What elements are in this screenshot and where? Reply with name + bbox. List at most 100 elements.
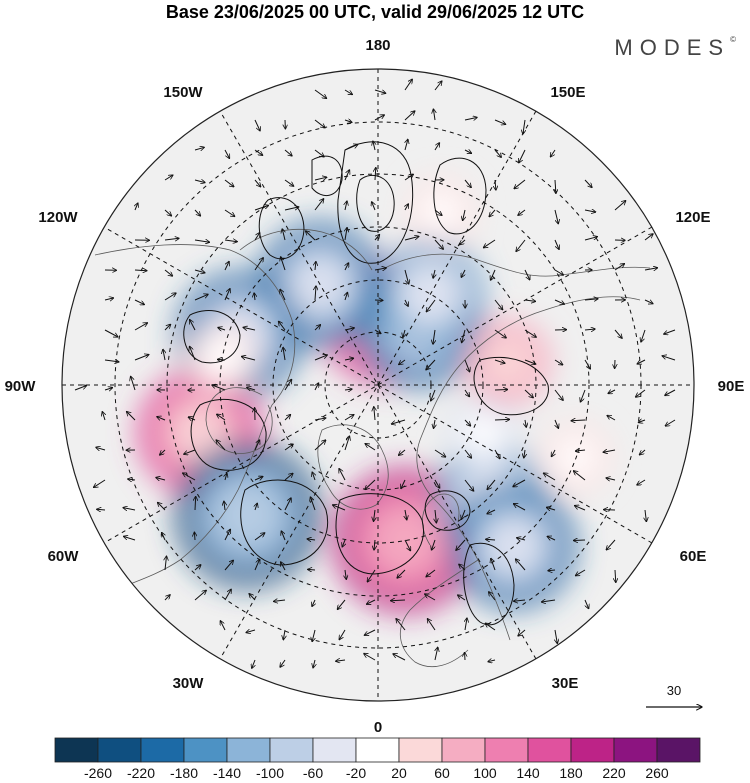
- wind-arrow: [644, 234, 653, 241]
- wind-arrow: [313, 659, 315, 668]
- wind-arrow: [614, 201, 626, 211]
- wind-arrow: [339, 469, 346, 481]
- wind-arrow: [393, 654, 406, 661]
- wind-arrow: [224, 209, 235, 217]
- wind-arrow: [519, 149, 526, 163]
- wind-arrow: [584, 237, 597, 241]
- wind-arrow: [165, 556, 167, 571]
- wind-arrow: [310, 497, 316, 511]
- wind-arrow: [314, 418, 326, 420]
- wind-arrow: [608, 390, 616, 394]
- wind-arrow: [554, 239, 559, 250]
- wind-arrow: [554, 389, 563, 400]
- wind-arrow: [391, 600, 406, 601]
- wind-arrow: [541, 600, 556, 602]
- wind-arrow: [134, 323, 148, 331]
- wind-arrow: [164, 175, 173, 181]
- wind-reference: 30: [646, 683, 702, 707]
- wind-arrow: [314, 119, 325, 128]
- wind-arrow: [364, 654, 376, 661]
- wind-arrow: [249, 594, 256, 601]
- wind-arrow: [164, 324, 171, 331]
- colorbar-swatch-12: [570, 737, 615, 763]
- wind-arrow: [123, 508, 136, 510]
- wind-arrow: [284, 149, 292, 156]
- wind-arrow: [314, 177, 327, 180]
- colorbar-tick-label: -140: [213, 765, 241, 781]
- wind-arrow: [94, 479, 106, 487]
- colorbar-swatch-8: [398, 737, 443, 763]
- wind-arrow: [374, 268, 386, 270]
- wind-arrow: [281, 562, 286, 571]
- wind-arrow: [284, 207, 299, 211]
- lon-label-90w: 90W: [5, 378, 37, 395]
- wind-arrow: [665, 389, 676, 396]
- wind-arrow: [525, 419, 526, 427]
- wind-arrow: [546, 507, 556, 510]
- wind-arrow: [374, 509, 376, 521]
- colorbar-swatch-2: [140, 737, 185, 763]
- wind-arrow: [584, 299, 598, 300]
- wind-arrow: [487, 479, 496, 490]
- wind-arrow: [104, 360, 119, 362]
- wind-arrow: [284, 498, 291, 511]
- wind-arrow: [225, 473, 227, 481]
- wind-arrow: [573, 540, 586, 541]
- wind-arrow: [314, 355, 327, 361]
- wind-arrow: [365, 444, 376, 451]
- wind-arrow: [336, 660, 346, 661]
- meridian-120e-60w: [103, 226, 653, 544]
- wind-arrow: [614, 264, 625, 271]
- wind-arrow: [464, 419, 471, 426]
- wind-arrow: [345, 201, 347, 211]
- wind-arrow: [434, 419, 436, 428]
- wind-arrow: [156, 478, 166, 481]
- wind-arrow: [128, 479, 136, 480]
- wind-arrow: [584, 329, 595, 330]
- wind-arrow: [606, 478, 616, 480]
- meridian-60e-120w: [103, 226, 653, 544]
- wind-arrow: [375, 168, 376, 181]
- wind-arrow: [314, 89, 327, 98]
- wind-arrow: [254, 440, 260, 451]
- anomaly-layer: [137, 177, 611, 613]
- wind-arrow: [426, 299, 436, 312]
- wind-arrow: [465, 652, 466, 661]
- wind-arrow: [489, 592, 496, 601]
- wind-arrow: [254, 149, 263, 155]
- wind-arrow: [554, 209, 558, 224]
- wind-arrow: [606, 539, 616, 550]
- wind-arrow: [662, 356, 676, 361]
- wind-arrow: [284, 179, 294, 186]
- wind-arrow: [374, 234, 380, 241]
- wind-arrow: [405, 299, 408, 306]
- wind-arrow: [426, 359, 436, 370]
- wind-arrow: [280, 659, 286, 667]
- wind-arrow: [434, 209, 442, 215]
- lon-label-90e: 90E: [718, 378, 745, 395]
- coastline-europe: [399, 559, 479, 667]
- colorbar-swatch-13: [613, 737, 658, 763]
- wind-arrow: [548, 570, 556, 571]
- wind-arrow: [194, 147, 204, 150]
- anomaly-blob-14-2: [416, 187, 466, 237]
- wind-arrow: [555, 629, 557, 644]
- lon-label-120e: 120E: [675, 209, 710, 226]
- wind-arrow: [254, 233, 260, 241]
- wind-arrow: [195, 496, 196, 511]
- wind-arrow: [194, 294, 208, 301]
- meridian-150e-30w: [219, 110, 537, 660]
- wind-arrow: [404, 174, 413, 181]
- wind-arrow: [184, 449, 196, 454]
- lon-label-30w: 30W: [173, 675, 205, 692]
- wind-arrow: [314, 440, 326, 451]
- wind-arrow: [284, 415, 291, 421]
- wind-arrow: [164, 209, 172, 216]
- colorbar-tick-label: 20: [391, 765, 407, 781]
- colorbar-tick-label: 140: [516, 765, 540, 781]
- wind-arrow: [434, 81, 442, 91]
- wind-arrow: [571, 420, 586, 421]
- wind-arrow: [274, 600, 286, 601]
- contour-lines: [183, 141, 549, 626]
- lon-label-150e: 150E: [550, 84, 585, 101]
